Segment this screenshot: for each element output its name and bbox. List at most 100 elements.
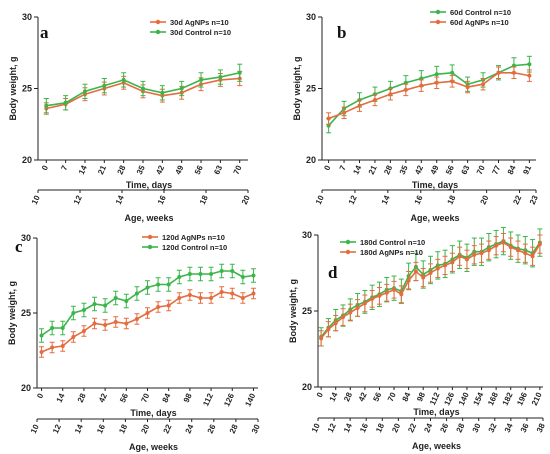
weeks-tick-label: 23 <box>528 194 540 206</box>
weeks-tick-label: 20 <box>479 194 491 206</box>
weeks-tick-label: 28 <box>228 423 240 435</box>
weeks-tick-label: 14 <box>342 422 354 434</box>
data-point <box>434 72 439 77</box>
data-point <box>145 311 150 315</box>
data-point <box>179 86 184 91</box>
x-tick-label: 98 <box>415 391 427 403</box>
y-axis-title: Body weight, g <box>288 279 298 343</box>
weeks-tick-label: 24 <box>184 423 196 435</box>
data-point <box>472 252 477 257</box>
data-point <box>166 303 171 308</box>
weeks-tick-label: 18 <box>446 194 458 206</box>
y-tick-label: 20 <box>22 155 32 165</box>
data-point <box>251 291 256 296</box>
data-point <box>102 83 107 88</box>
x-tick-label: 70 <box>475 164 487 176</box>
x-tick-label: 168 <box>486 391 500 407</box>
weeks-tick-label: 16 <box>413 194 425 206</box>
data-point <box>103 303 108 308</box>
data-point <box>177 275 182 279</box>
series-line <box>41 291 254 353</box>
legend-entry: 180d AgNPs n=10 <box>360 248 423 257</box>
weeks-tick-label: 16 <box>95 423 107 435</box>
x-tick-label: 42 <box>154 164 166 176</box>
x-tick-label: 56 <box>444 164 456 176</box>
data-point <box>508 245 513 250</box>
data-point <box>494 243 499 248</box>
data-point <box>450 70 455 75</box>
series-control <box>326 55 532 134</box>
x-tick-label: 154 <box>472 391 486 407</box>
data-point <box>333 321 338 326</box>
weeks-tick-label: 16 <box>156 194 168 206</box>
y-tick-label: 25 <box>22 84 32 94</box>
data-point <box>145 285 150 290</box>
data-point <box>60 344 65 348</box>
legend-swatch-marker <box>155 29 161 35</box>
weeks-tick-label: 34 <box>503 422 515 434</box>
data-point <box>421 275 426 280</box>
x-tick-label: 35 <box>135 164 147 176</box>
weeks-tick-label: 18 <box>374 422 386 434</box>
data-point <box>103 323 108 327</box>
data-point <box>124 299 129 303</box>
x-tick-label: 84 <box>506 164 518 176</box>
data-point <box>341 315 345 320</box>
data-point <box>530 254 535 259</box>
legend-swatch-marker <box>435 19 441 25</box>
x-tick-label: 126 <box>222 392 236 408</box>
series-line <box>328 71 530 120</box>
weeks-tick-label: 14 <box>73 423 85 435</box>
x-tick-label: 7 <box>338 164 348 172</box>
panel-letter: a <box>40 23 49 42</box>
data-point <box>141 86 145 91</box>
y-tick-label: 20 <box>306 155 316 165</box>
y-tick-label: 30 <box>302 230 312 240</box>
data-point <box>240 275 245 279</box>
data-point <box>50 345 55 350</box>
series-control <box>39 263 256 343</box>
data-point <box>92 302 97 306</box>
weeks-axis-title: Age, weeks <box>129 442 178 452</box>
y-tick-label: 20 <box>21 383 31 393</box>
x-tick-label: 63 <box>212 164 224 176</box>
data-point <box>187 293 192 297</box>
weeks-tick-label: 12 <box>51 423 63 435</box>
weeks-tick-label: 26 <box>438 422 450 434</box>
weeks-tick-label: 12 <box>326 422 338 434</box>
legend-entry: 120d AgNPs n=10 <box>162 233 225 242</box>
weeks-tick-label: 18 <box>198 194 210 206</box>
data-point <box>370 296 375 301</box>
x-tick-label: 84 <box>161 392 173 404</box>
x-axis-title: Time, days <box>413 407 459 417</box>
weeks-tick-label: 10 <box>29 423 41 435</box>
data-point <box>516 248 520 253</box>
data-point <box>403 87 408 92</box>
y-tick-label: 30 <box>306 12 316 22</box>
data-point <box>384 290 389 295</box>
data-point <box>342 110 347 115</box>
weeks-axis-title: Age, weeks <box>412 441 461 451</box>
weeks-tick-label: 26 <box>206 423 218 435</box>
x-axis-title: Time, days <box>130 408 176 418</box>
data-point <box>71 311 76 315</box>
chart-panel-c: 20 25 30 0 14 28 42 56 70 84 98 112 126 140 Time, days… <box>7 233 262 452</box>
y-tick-label: 25 <box>306 84 316 94</box>
data-point <box>82 89 87 94</box>
data-point <box>413 269 418 274</box>
weeks-tick-label: 14 <box>114 194 126 206</box>
weeks-tick-label: 38 <box>535 422 547 434</box>
data-point <box>71 335 76 339</box>
x-tick-label: 56 <box>193 164 205 176</box>
weeks-tick-label: 10 <box>310 422 322 434</box>
data-point <box>406 278 411 283</box>
y-axis-title: Body weight, g <box>7 281 17 345</box>
x-tick-label: 28 <box>76 392 88 404</box>
data-point <box>166 282 171 287</box>
data-point <box>319 336 324 341</box>
data-point <box>156 305 161 309</box>
